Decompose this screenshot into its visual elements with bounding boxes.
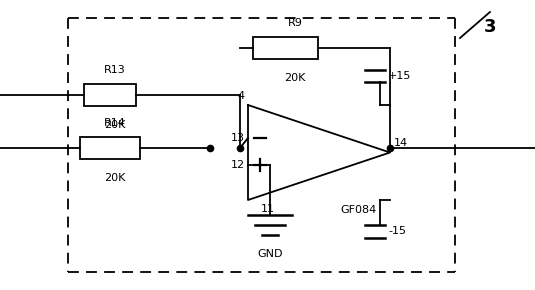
Text: GF084: GF084 (340, 205, 376, 215)
Text: 13: 13 (231, 133, 245, 143)
Text: GND: GND (257, 249, 283, 259)
Text: 20K: 20K (284, 73, 305, 83)
Bar (253, 37, 317, 59)
Text: R13: R13 (104, 65, 126, 75)
Text: 20K: 20K (104, 120, 126, 130)
Bar (84, 84, 136, 106)
Bar (80, 137, 140, 159)
Text: +15: +15 (388, 71, 411, 81)
Text: 14: 14 (394, 137, 408, 148)
Text: 4: 4 (238, 91, 245, 101)
Text: 20K: 20K (104, 173, 126, 183)
Text: 3: 3 (484, 18, 496, 36)
Text: -15: -15 (388, 226, 406, 237)
Text: R9: R9 (288, 18, 302, 28)
Text: 11: 11 (261, 204, 275, 214)
Text: R14: R14 (104, 118, 126, 128)
Text: 12: 12 (231, 160, 245, 170)
